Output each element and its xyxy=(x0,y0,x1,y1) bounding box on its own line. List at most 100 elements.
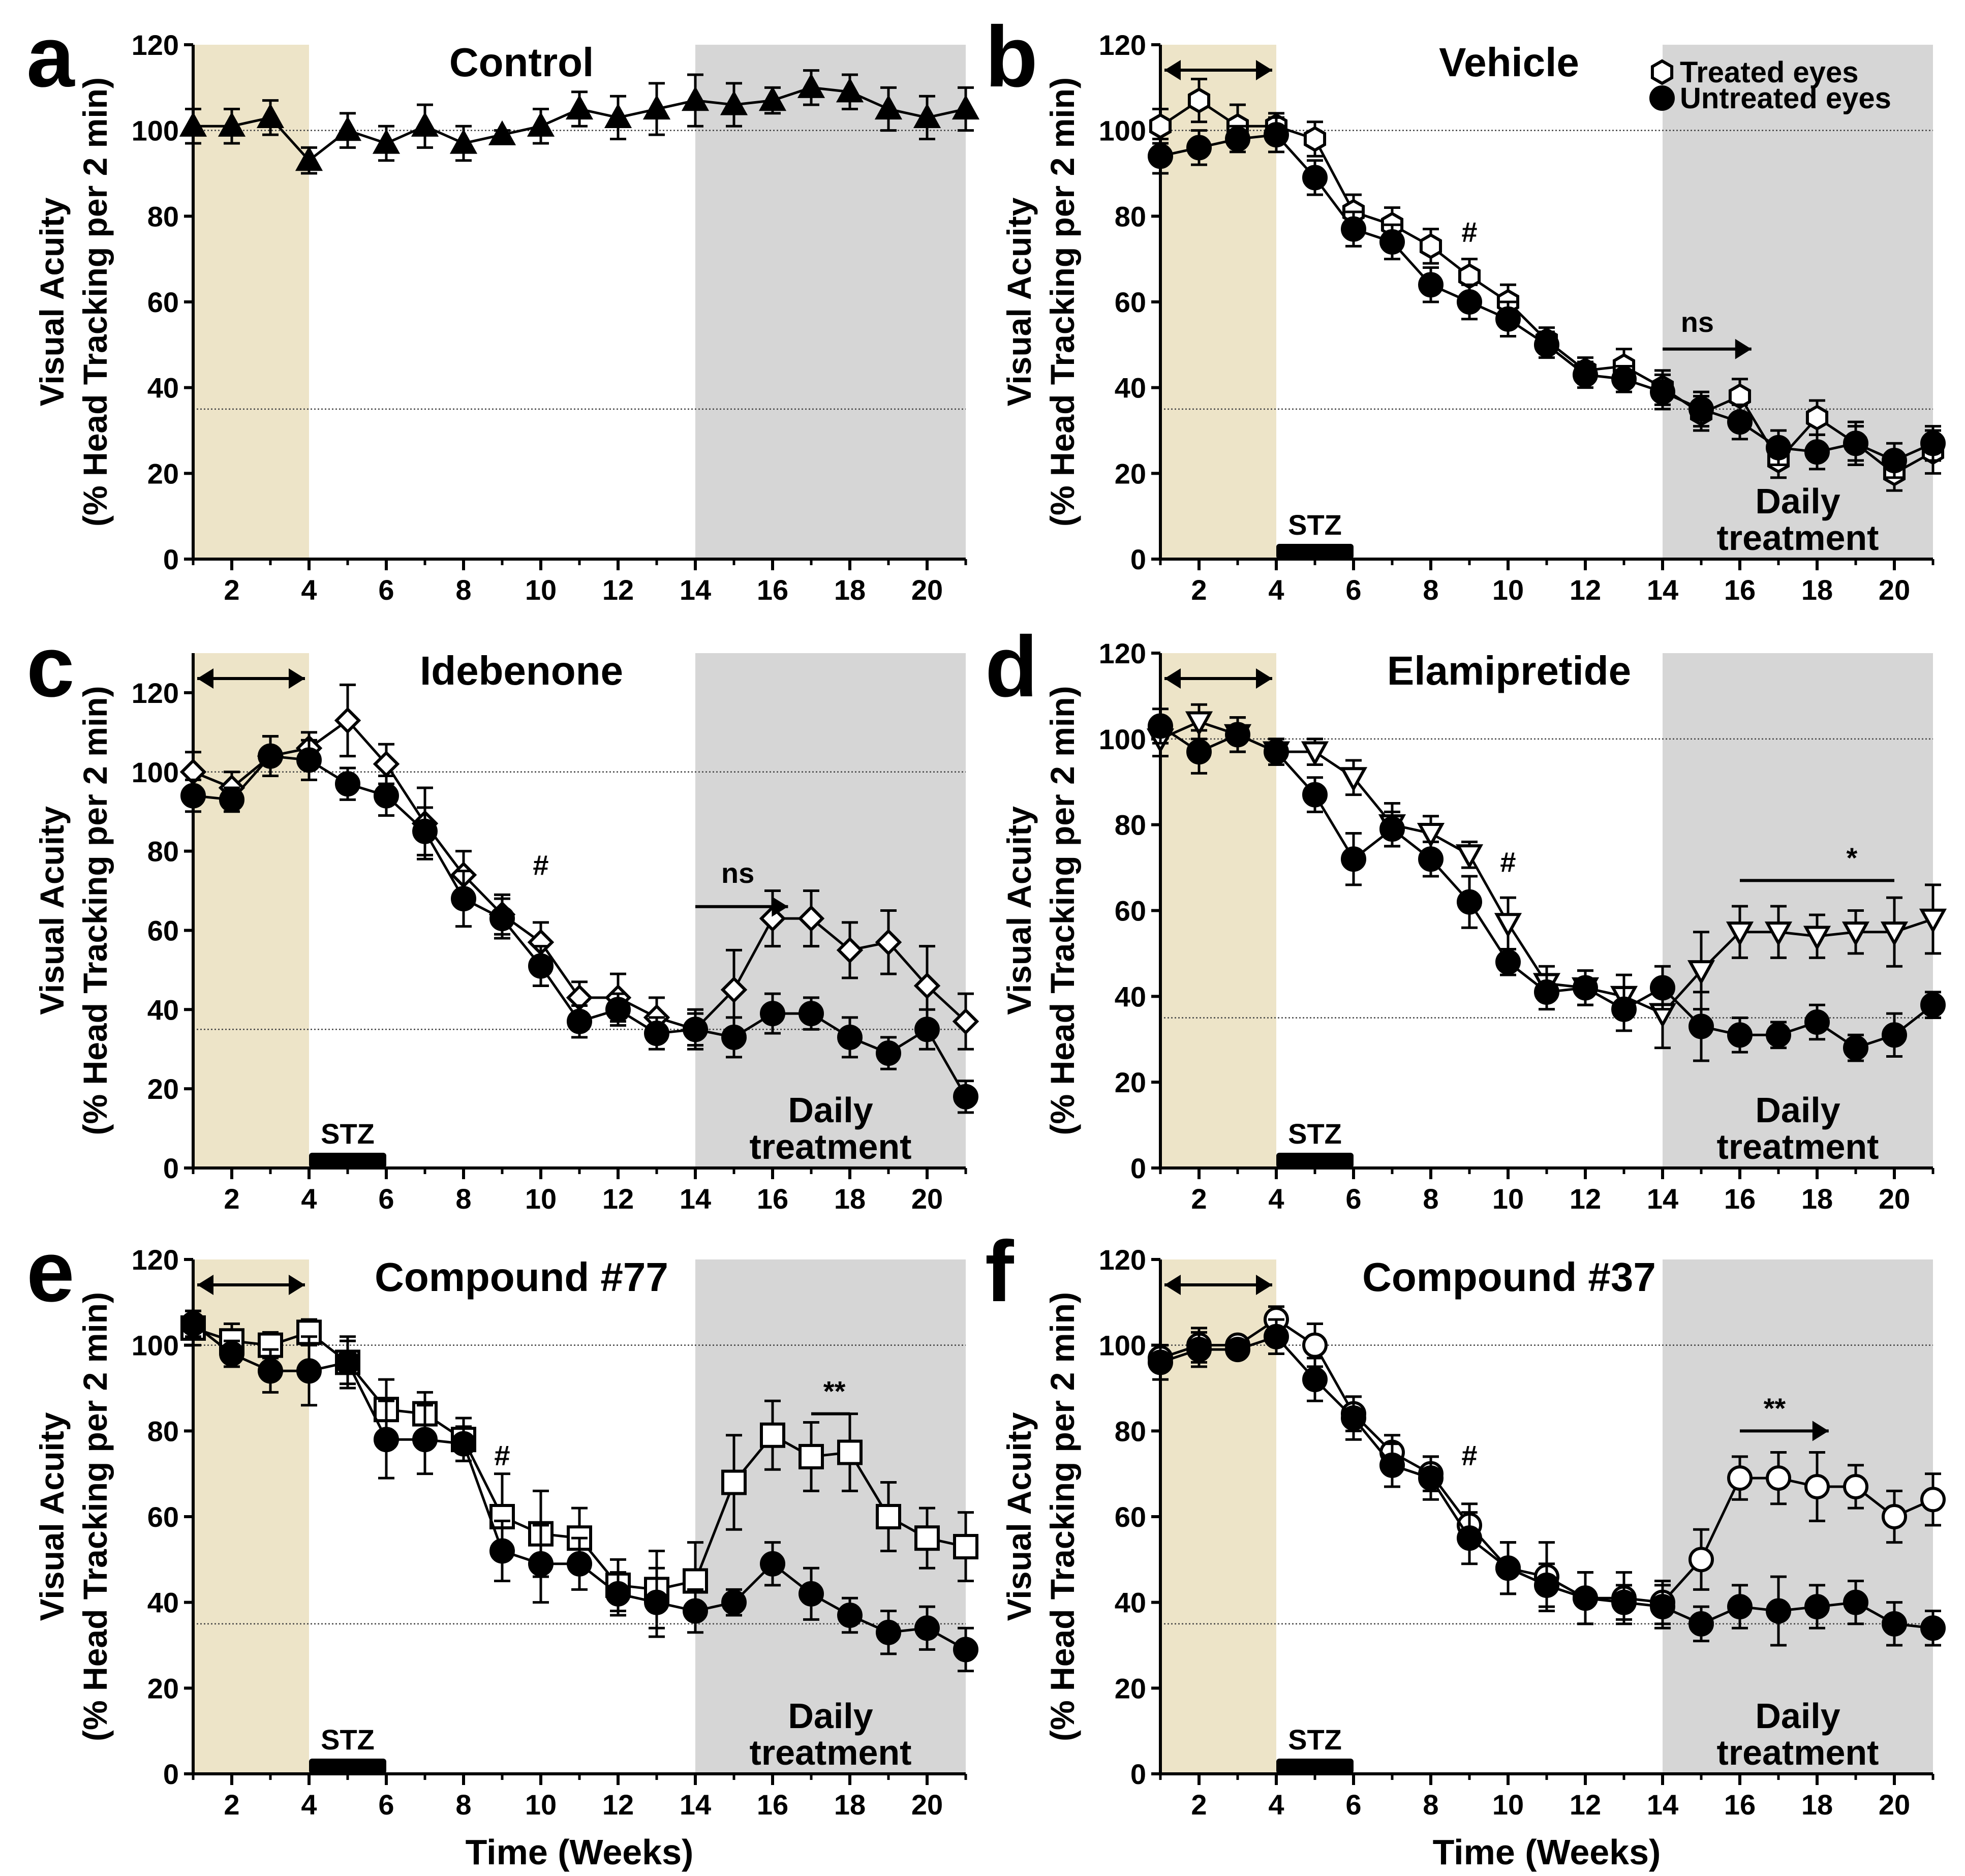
panel-d-baseline-arrow-head-left xyxy=(1164,668,1181,689)
panel-b-data-point xyxy=(1418,272,1444,298)
panel-e-data-point xyxy=(837,1602,863,1628)
panel-d-data-point xyxy=(1264,739,1289,765)
panel-e-x-tick-label: 4 xyxy=(301,1789,317,1821)
panel-b-y-tick-label: 120 xyxy=(1099,29,1146,61)
panel-f-stz-bar xyxy=(1276,1759,1354,1774)
panel-c-x-tick-label: 16 xyxy=(757,1183,788,1215)
legend-untreated-marker xyxy=(1649,85,1675,111)
panel-d-y-tick-label: 100 xyxy=(1099,723,1146,755)
panel-a-data-point xyxy=(488,120,516,145)
panel-f-x-axis-label: Time (Weeks) xyxy=(1433,1832,1661,1872)
panel-b-data-point xyxy=(1534,332,1559,358)
panel-e-x-tick-label: 10 xyxy=(525,1789,557,1821)
panel-e-data-point xyxy=(760,1422,785,1448)
panel-e-data-point xyxy=(799,1443,824,1469)
panel-a-x-tick-label: 4 xyxy=(301,574,317,606)
panel-e-data-point xyxy=(799,1581,824,1607)
panel-f-data-point xyxy=(1302,1367,1328,1393)
panel-a-data-point xyxy=(256,103,285,128)
panel-c-title: Idebenone xyxy=(420,648,623,693)
panel-e-data-point xyxy=(876,1504,901,1529)
panel-b: 0 20 40 60 80 100 120 2 4 6 8 10 12 14 16 18 20 Visual Ac… xyxy=(985,9,1946,606)
panel-a-y-tick-label: 0 xyxy=(163,543,179,575)
panel-a-series-0 xyxy=(179,69,980,175)
panel-c-data-point xyxy=(180,783,206,809)
panel-d-data-point xyxy=(1186,739,1212,765)
panel-b-y-axis-label-line2: (% Head Tracking per 2 min) xyxy=(1043,77,1081,527)
panel-d-data-point xyxy=(1764,921,1793,946)
panel-e-data-point xyxy=(567,1551,592,1577)
panel-e-data-point xyxy=(760,1551,785,1577)
panel-b-title: Vehicle xyxy=(1439,40,1579,85)
panel-a-data-point xyxy=(449,129,478,154)
panel-f-letter: f xyxy=(985,1223,1014,1320)
panel-e-data-point xyxy=(837,1439,863,1465)
panel-b-x-tick-label: 2 xyxy=(1191,574,1207,606)
panel-e-data-point xyxy=(258,1358,283,1384)
panel-c-x-tick-label: 14 xyxy=(680,1183,711,1215)
panel-c-baseline-arrow xyxy=(197,668,305,689)
panel-e-data-point xyxy=(914,1615,940,1641)
panel-b-data-point xyxy=(1766,435,1791,460)
panel-d-annotation: # xyxy=(1500,846,1516,878)
panel-e-data-point xyxy=(180,1311,206,1337)
panel-c-data-point xyxy=(721,1024,747,1050)
panel-f-data-point xyxy=(1882,1504,1907,1529)
panel-f-data-point xyxy=(1804,1594,1830,1620)
panel-f-y-tick-label: 80 xyxy=(1115,1415,1146,1447)
panel-e: 0 20 40 60 80 100 120 2 4 6 8 10 12 14 16 18 20 Visual Ac… xyxy=(26,1223,978,1872)
panel-e-daily-label-line1: Daily xyxy=(788,1696,873,1736)
panel-c-x-tick-label: 10 xyxy=(525,1183,557,1215)
panel-c-x-tick-label: 18 xyxy=(834,1183,866,1215)
panel-e-data-point xyxy=(528,1551,554,1577)
panel-f-data-point xyxy=(1766,1598,1791,1624)
panel-f-data-point xyxy=(1843,1473,1868,1499)
panel-c-y-axis-label-line1: Visual Acuity xyxy=(33,806,71,1015)
panel-b-daily-label-line1: Daily xyxy=(1755,481,1840,521)
panel-f-data-point xyxy=(1225,1337,1250,1363)
panel-a-y-tick-label: 120 xyxy=(132,29,179,61)
panel-c-data-point xyxy=(837,1024,863,1050)
panel-c: 0 20 40 60 80 100 120 2 4 6 8 10 12 14 16 18 20 Visual Ac… xyxy=(26,619,979,1215)
panel-f-x-tick-label: 16 xyxy=(1724,1789,1756,1821)
panel-c-data-point xyxy=(760,1001,785,1027)
panel-b-data-point xyxy=(1804,439,1830,465)
panel-e-data-point xyxy=(219,1341,244,1367)
panel-d-data-point xyxy=(1534,979,1559,1005)
panel-b-x-tick-label: 16 xyxy=(1724,574,1756,606)
panel-d-x-tick-label: 6 xyxy=(1345,1183,1361,1215)
panel-f-data-point xyxy=(1573,1585,1598,1611)
panel-a-y-axis-label-line1: Visual Acuity xyxy=(33,197,71,406)
panel-a-x-tick-label: 8 xyxy=(455,574,471,606)
panel-a-data-point xyxy=(836,77,864,103)
panel-c-letter: c xyxy=(26,619,75,715)
panel-b-x-tick-label: 4 xyxy=(1268,574,1284,606)
panel-a-data-point xyxy=(604,103,632,128)
panel-e-x-tick-label: 8 xyxy=(455,1789,471,1821)
panel-d-x-tick-label: 8 xyxy=(1423,1183,1438,1215)
panel-d-data-point xyxy=(1882,1022,1907,1048)
panel-f-data-point xyxy=(1688,1547,1714,1573)
panel-e-data-point xyxy=(953,1534,978,1560)
panel-a-data-point xyxy=(527,112,555,137)
panel-c-y-tick-label: 60 xyxy=(147,914,179,946)
panel-c-baseline-arrow-head-left xyxy=(197,668,213,689)
panel-e-annotation: ** xyxy=(823,1375,846,1407)
panel-f-data-point xyxy=(1882,1611,1907,1637)
panel-c-x-tick-label: 20 xyxy=(911,1183,943,1215)
panel-e-data-point xyxy=(721,1469,747,1495)
panel-b-x-tick-label: 10 xyxy=(1492,574,1524,606)
panel-d-baseline-arrow xyxy=(1164,668,1272,689)
panel-d-data-point xyxy=(1418,846,1444,872)
panel-e-y-axis-label-line1: Visual Acuity xyxy=(33,1412,71,1621)
panel-d-data-point xyxy=(1841,921,1870,946)
panel-b-annotation: ns xyxy=(1681,306,1714,338)
panel-d-data-point xyxy=(1457,889,1482,915)
panel-d-y-tick-label: 120 xyxy=(1099,637,1146,669)
panel-c-data-point xyxy=(335,771,360,797)
panel-f-data-point xyxy=(1418,1465,1444,1491)
panel-b-data-point xyxy=(1302,165,1328,191)
panel-a-data-point xyxy=(913,103,941,128)
panel-c-data-point xyxy=(567,1008,592,1034)
